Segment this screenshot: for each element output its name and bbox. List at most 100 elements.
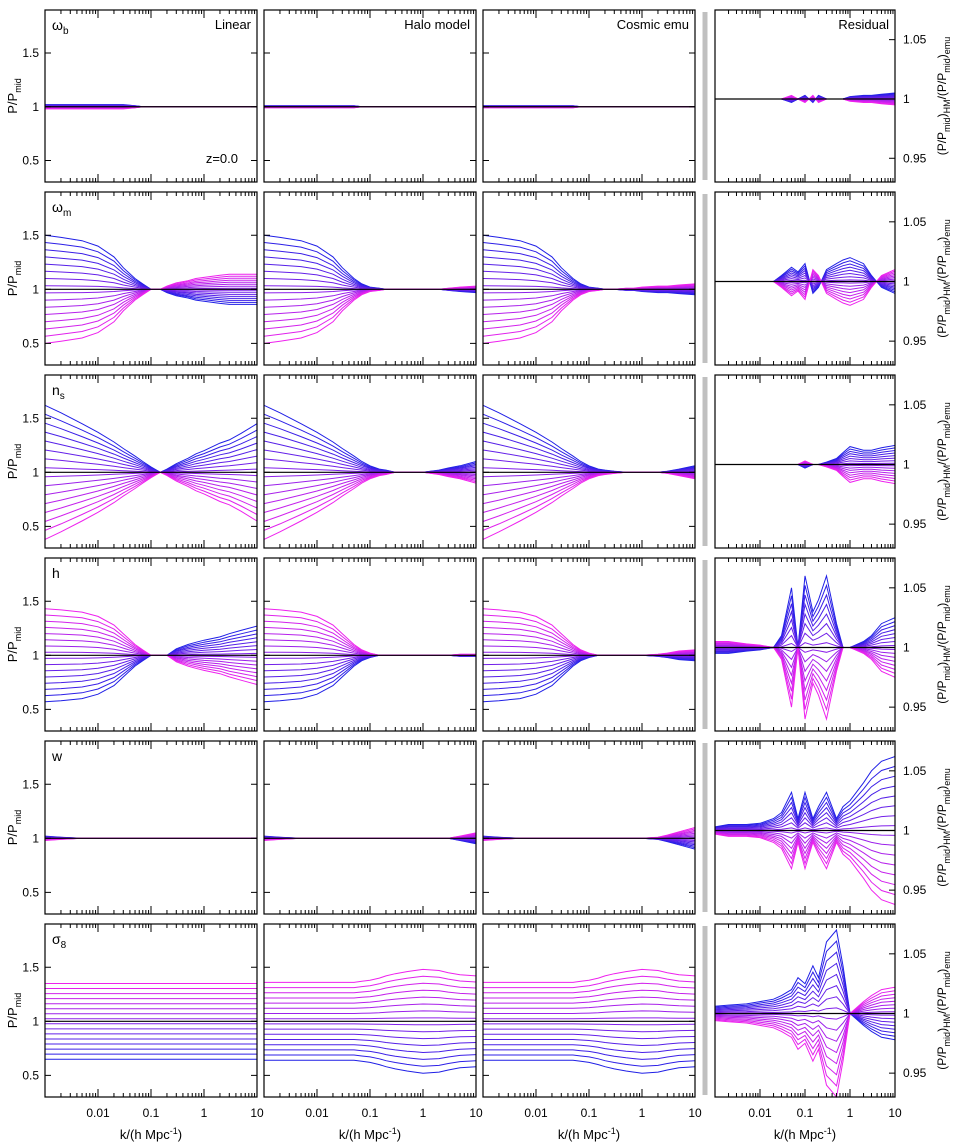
series-line [264, 1044, 477, 1054]
y-axis-label-left: P/Pmid [5, 627, 23, 662]
y-tick-label: 1 [32, 1014, 39, 1028]
parameter-label: ωb [52, 17, 69, 37]
parameter-label: ns [52, 382, 65, 402]
series-line [482, 654, 696, 690]
y-tick-label: 0.5 [22, 1068, 39, 1082]
series-line [263, 626, 476, 656]
series-line [264, 1028, 477, 1033]
series-line [714, 993, 896, 1076]
series-line [714, 1007, 896, 1016]
y-tick-label: 0.95 [903, 517, 927, 531]
series-line [264, 1039, 477, 1047]
series-line [714, 928, 896, 1041]
series-line [483, 1039, 696, 1047]
series-line [482, 283, 696, 344]
series-line [714, 1000, 896, 1054]
series-line [264, 1017, 477, 1020]
x-tick-label: 1 [847, 1106, 854, 1120]
series-line [483, 1023, 696, 1026]
series-line [483, 1010, 696, 1014]
x-axis-label: k/(h Mpc-1) [774, 1126, 836, 1142]
series-line [714, 832, 896, 876]
series-line [264, 989, 477, 999]
series-line [714, 756, 896, 828]
y-tick-label: 1 [32, 648, 39, 662]
series-line [482, 413, 696, 473]
series-line [483, 968, 696, 983]
series-line [263, 833, 477, 841]
parameter-label: ωm [52, 199, 71, 219]
y-tick-label: 1.5 [22, 960, 39, 974]
series-line [483, 996, 696, 1004]
y-axis-label-right: (P/Pmid)HM/(P/Pmid)emu [935, 768, 952, 887]
x-axis-label: k/(h Mpc-1) [120, 1126, 182, 1142]
panel-frame [482, 740, 696, 915]
series-line [263, 471, 477, 540]
series-line [263, 286, 477, 337]
series-line [714, 984, 896, 1023]
panel-title: Halo model [404, 17, 470, 32]
series-line [483, 982, 696, 994]
series-line [264, 1023, 477, 1026]
series-line [714, 1004, 896, 1042]
panel-title: Cosmic emu [617, 17, 689, 32]
series-line [714, 962, 896, 1030]
series-line [264, 1003, 477, 1009]
y-tick-label: 0.95 [903, 1066, 927, 1080]
series-line [264, 975, 477, 989]
series-line [264, 982, 477, 994]
y-tick-label: 0.95 [903, 334, 927, 348]
redshift-label: z=0.0 [206, 151, 238, 166]
series-line [264, 968, 477, 983]
x-tick-label: 0.1 [797, 1106, 814, 1120]
panel-frame [44, 923, 258, 1098]
y-axis-label-left: P/Pmid [5, 78, 23, 113]
panel-frame [263, 374, 477, 549]
x-tick-label: 0.01 [524, 1106, 548, 1120]
y-tick-label: 1.5 [22, 411, 39, 425]
series-line [264, 1033, 477, 1040]
x-tick-label: 1 [201, 1106, 208, 1120]
series-line [44, 637, 258, 684]
series-line [44, 471, 258, 531]
series-line [483, 1028, 696, 1033]
series-line [715, 641, 896, 722]
series-line [714, 833, 896, 905]
series-line [483, 975, 696, 989]
y-tick-label: 1 [903, 1006, 910, 1020]
y-tick-label: 1 [32, 465, 39, 479]
series-line [263, 608, 476, 656]
y-tick-label: 1 [32, 831, 39, 845]
panel-frame [44, 557, 258, 732]
y-tick-label: 1.5 [22, 46, 39, 60]
series-line [483, 1017, 696, 1020]
y-tick-label: 1.5 [22, 228, 39, 242]
y-tick-label: 0.95 [903, 883, 927, 897]
series-line [264, 996, 477, 1004]
panel-frame [482, 9, 696, 183]
y-tick-label: 1 [32, 282, 39, 296]
y-axis-label-right: (P/Pmid)HM/(P/Pmid)emu [935, 37, 952, 156]
panel-frame [44, 740, 258, 915]
panel-title: Linear [215, 17, 252, 32]
x-tick-label: 10 [888, 1106, 902, 1120]
series-line [482, 654, 696, 684]
y-tick-label: 1.5 [22, 777, 39, 791]
series-line [714, 805, 896, 830]
series-line [483, 1033, 696, 1040]
series-line [44, 471, 258, 522]
y-tick-label: 1.05 [903, 581, 927, 595]
series-line [714, 940, 896, 1037]
series-line [714, 795, 896, 830]
panel-frame [263, 557, 477, 732]
series-line [263, 832, 477, 841]
y-tick-label: 1 [903, 457, 910, 471]
y-axis-label-right: (P/Pmid)HM/(P/Pmid)emu [935, 402, 952, 521]
series-line [263, 654, 476, 690]
series-line [264, 1059, 477, 1074]
series-line [263, 242, 477, 293]
x-axis-label: k/(h Mpc-1) [558, 1126, 620, 1142]
y-axis-label-right: (P/Pmid)HM/(P/Pmid)emu [935, 585, 952, 704]
series-line [263, 249, 477, 293]
